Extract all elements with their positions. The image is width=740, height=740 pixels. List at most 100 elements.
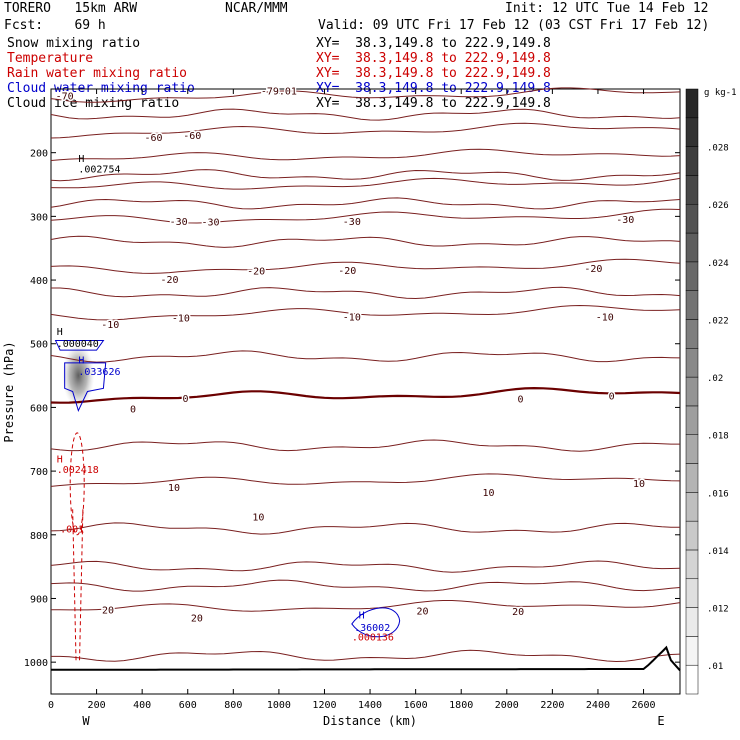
terrain-line bbox=[51, 645, 681, 672]
field-max-annotation: .000136 bbox=[352, 633, 394, 644]
field-xy-snow: XY= 38.3,149.8 to 222.9,149.8 bbox=[316, 36, 551, 51]
y-tick-label: 800 bbox=[30, 531, 48, 542]
x-tick-label: 400 bbox=[133, 700, 151, 711]
field-max-annotation: H bbox=[78, 356, 84, 367]
colorbar-tick-label: .018 bbox=[707, 432, 729, 442]
colorbar-tick-label: .022 bbox=[707, 316, 729, 326]
x-left-endpoint: W bbox=[82, 714, 90, 728]
model-name: TORERO 15km ARW bbox=[4, 1, 138, 16]
colorbar-segment bbox=[685, 549, 699, 580]
isotherm-label: -20 bbox=[584, 264, 602, 275]
colorbar-segment bbox=[685, 578, 699, 608]
y-tick-label: 300 bbox=[30, 212, 48, 223]
rain-water-contour bbox=[72, 509, 84, 663]
y-tick-label: 700 bbox=[30, 467, 48, 478]
isotherm-line bbox=[51, 600, 681, 612]
isotherm-label: -10 bbox=[343, 312, 361, 323]
isotherm-line bbox=[50, 439, 680, 452]
isotherm-line bbox=[50, 258, 681, 274]
field-max-annotation: H bbox=[57, 327, 63, 338]
isotherm-label: -30 bbox=[343, 217, 361, 228]
field-max-annotation: .033626 bbox=[78, 367, 120, 378]
isotherm-line bbox=[50, 169, 681, 182]
isotherm-label: -60 bbox=[183, 131, 201, 142]
y-tick-label: 900 bbox=[30, 594, 48, 605]
isotherm-label: -20 bbox=[247, 267, 265, 278]
isotherm-label: 20 bbox=[416, 607, 428, 618]
isotherm-label: -10 bbox=[172, 314, 190, 325]
cloud-water-contour bbox=[64, 362, 107, 412]
x-tick-label: 1600 bbox=[404, 700, 428, 711]
colorbar-segment bbox=[685, 232, 699, 263]
colorbar-segment bbox=[685, 405, 699, 435]
isotherm-label: -70 bbox=[56, 91, 74, 102]
isotherm-label: 0 bbox=[609, 391, 615, 402]
plot-frame bbox=[50, 88, 681, 695]
x-tick-label: 1000 bbox=[267, 700, 291, 711]
isotherm-label: 20 bbox=[191, 614, 203, 625]
field-name-snow: Snow mixing ratio bbox=[7, 36, 141, 51]
field-name-rain: Rain water mixing ratio bbox=[7, 66, 188, 81]
snow-mixing-ratio-fill bbox=[62, 343, 95, 408]
isotherm-label: -60 bbox=[145, 133, 163, 144]
isotherm-line bbox=[50, 148, 681, 161]
field-max-annotation: .002418 bbox=[57, 465, 99, 476]
colorbar-segment bbox=[685, 175, 699, 205]
isotherm-line bbox=[50, 304, 681, 321]
colorbar-segment bbox=[685, 290, 699, 320]
isotherm-label: -20 bbox=[160, 275, 178, 286]
forecast-hour: Fcst: 69 h bbox=[4, 18, 106, 33]
field-xy-rain: XY= 38.3,149.8 to 222.9,149.8 bbox=[316, 66, 551, 81]
isotherm-line bbox=[50, 522, 680, 535]
field-name-cloud-ice: Cloud ice mixing ratio bbox=[7, 96, 180, 111]
x-tick-label: 800 bbox=[224, 700, 242, 711]
isotherm-line bbox=[50, 473, 681, 487]
isotherm-label: 20 bbox=[102, 605, 114, 616]
colorbar-tick-label: .014 bbox=[707, 547, 729, 557]
field-xy-temperature: XY= 38.3,149.8 to 222.9,149.8 bbox=[316, 51, 551, 66]
isotherm-line bbox=[50, 108, 681, 121]
field-max-annotation: .002754 bbox=[78, 165, 120, 176]
isotherm-line bbox=[50, 197, 681, 210]
rain-water-contour bbox=[69, 432, 85, 536]
colorbar-segment bbox=[685, 520, 699, 551]
colorbar-segment bbox=[685, 117, 699, 147]
x-tick-label: 1200 bbox=[312, 700, 336, 711]
isotherm-line bbox=[50, 579, 681, 592]
colorbar-tick-label: .016 bbox=[707, 489, 729, 499]
cloud-water-contour bbox=[351, 607, 401, 638]
isotherm-line bbox=[50, 87, 681, 103]
colorbar-segment bbox=[685, 376, 699, 407]
y-tick-label: 1000 bbox=[24, 658, 48, 669]
x-tick-label: 1400 bbox=[358, 700, 382, 711]
field-xy-cloud-ice: XY= 38.3,149.8 to 222.9,149.8 bbox=[316, 96, 551, 111]
isotherm-label: -30 bbox=[170, 217, 188, 228]
x-tick-label: 2400 bbox=[586, 700, 610, 711]
y-tick-label: 500 bbox=[30, 340, 48, 351]
isotherm-label: 10 bbox=[252, 512, 264, 523]
colorbar-segment bbox=[685, 492, 699, 522]
isotherm-label: 0 bbox=[182, 394, 188, 405]
field-max-annotation: .36002 bbox=[354, 623, 390, 634]
x-tick-label: 200 bbox=[88, 700, 106, 711]
colorbar-tick-label: .012 bbox=[707, 605, 729, 615]
field-name-temperature: Temperature bbox=[7, 51, 94, 66]
x-axis-title: Distance (km) bbox=[323, 714, 417, 728]
colorbar-segment bbox=[685, 664, 699, 695]
colorbar-tick-label: .024 bbox=[707, 259, 729, 269]
isotherm-label: -20 bbox=[338, 266, 356, 277]
field-name-cloud-water: Cloud water mixing ratio bbox=[7, 81, 195, 96]
isotherm-label: 10 bbox=[633, 479, 645, 490]
x-tick-label: 1800 bbox=[449, 700, 473, 711]
field-max-annotation: H bbox=[359, 610, 365, 621]
y-tick-label: 200 bbox=[30, 149, 48, 160]
x-tick-label: 2000 bbox=[495, 700, 519, 711]
cloud-water-contour bbox=[54, 340, 105, 351]
colorbar-segment bbox=[685, 88, 699, 119]
isotherm-line bbox=[51, 649, 681, 663]
y-axis-title: Pressure (hPa) bbox=[2, 341, 16, 442]
colorbar-segment bbox=[685, 146, 699, 176]
isotherm-label: 20 bbox=[512, 607, 524, 618]
isotherm-label: -10 bbox=[101, 320, 119, 331]
center-name: NCAR/MMM bbox=[225, 1, 288, 16]
